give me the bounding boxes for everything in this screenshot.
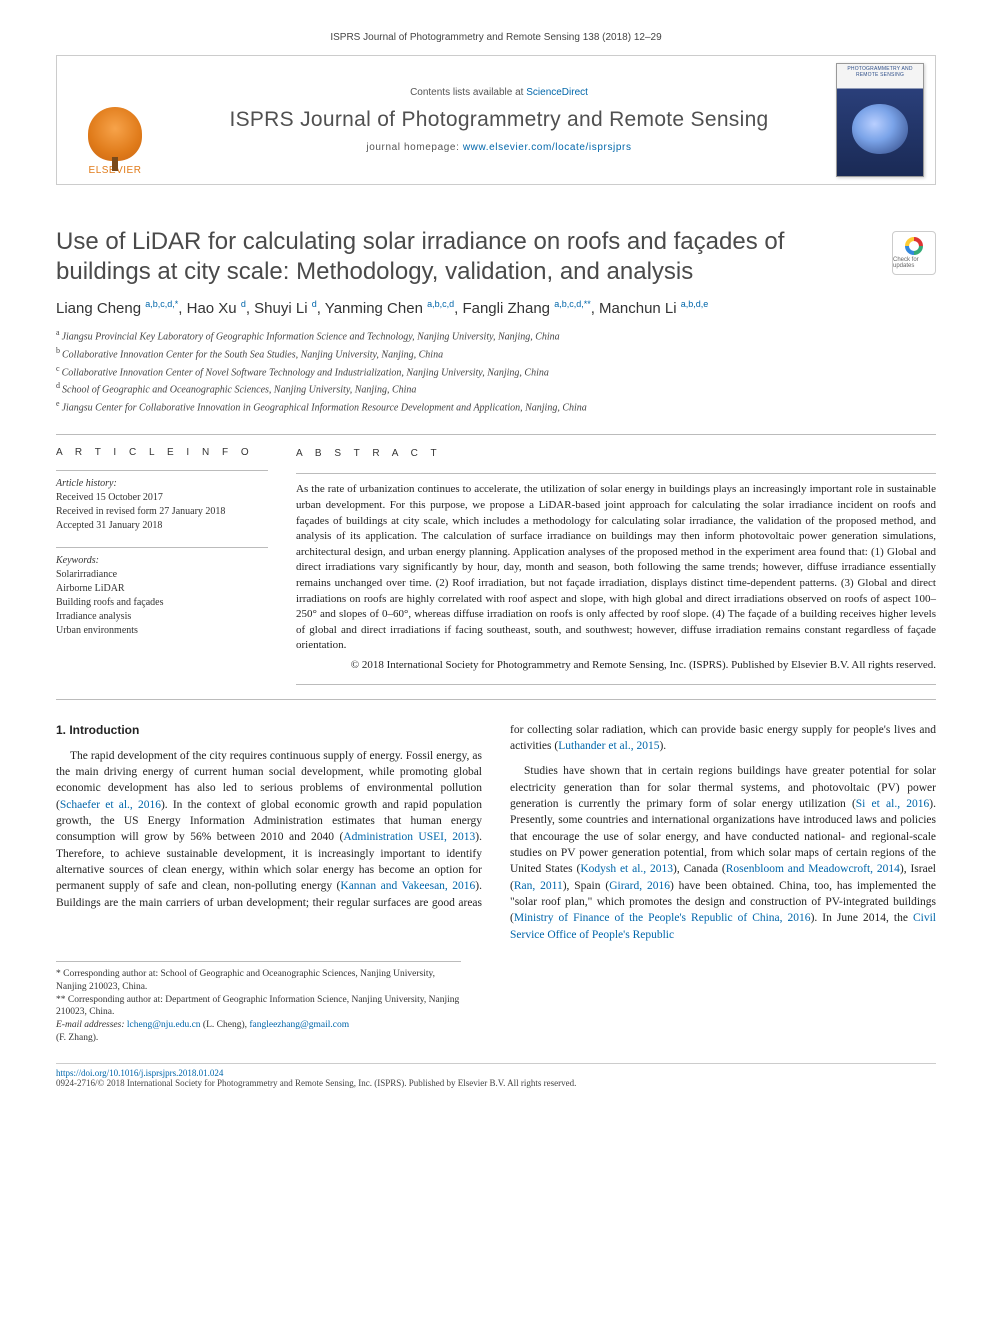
journal-name: ISPRS Journal of Photogrammetry and Remo…: [229, 108, 768, 132]
cover-thumbnail-icon: [836, 63, 924, 177]
history-revised: Received in revised form 27 January 2018: [56, 505, 268, 519]
keyword: Airborne LiDAR: [56, 582, 268, 596]
keyword: Urban environments: [56, 624, 268, 638]
contents-available: Contents lists available at ScienceDirec…: [410, 87, 588, 98]
section-heading: 1. Introduction: [56, 722, 482, 739]
journal-banner: ELSEVIER Contents lists available at Sci…: [56, 55, 936, 185]
keyword: Irradiance analysis: [56, 610, 268, 624]
check-badge-label: Check for updates: [893, 257, 935, 269]
homepage-link[interactable]: www.elsevier.com/locate/isprsjprs: [463, 142, 632, 153]
affiliation: dSchool of Geographic and Oceanographic …: [56, 380, 936, 398]
para: Studies have shown that in certain regio…: [510, 763, 936, 943]
citation-link[interactable]: Schaefer et al., 2016: [60, 799, 161, 811]
keyword: Building roofs and façades: [56, 596, 268, 610]
doi-link[interactable]: https://doi.org/10.1016/j.isprsjprs.2018…: [56, 1068, 223, 1078]
citation-link[interactable]: Kannan and Vakeesan, 2016: [340, 880, 475, 892]
history-received: Received 15 October 2017: [56, 491, 268, 505]
affiliation: bCollaborative Innovation Center for the…: [56, 345, 936, 363]
citation-link[interactable]: Kodysh et al., 2013: [580, 863, 673, 875]
history-accepted: Accepted 31 January 2018: [56, 519, 268, 533]
article-info-heading: A R T I C L E I N F O: [56, 447, 268, 458]
abstract-heading: A B S T R A C T: [296, 447, 936, 461]
abstract-column: A B S T R A C T As the rate of urbanizat…: [296, 447, 936, 685]
citation-link[interactable]: Si et al., 2016: [856, 798, 929, 810]
affiliation: eJiangsu Center for Collaborative Innova…: [56, 398, 936, 416]
citation-link[interactable]: Girard, 2016: [609, 880, 670, 892]
abstract-copyright: © 2018 International Society for Photogr…: [296, 658, 936, 674]
email-attribution: (L. Cheng),: [201, 1020, 250, 1030]
history-label: Article history:: [56, 477, 268, 491]
crossmark-icon: [905, 237, 923, 255]
citation-link[interactable]: Luthander et al., 2015: [558, 740, 659, 752]
correspondence-footnotes: * Corresponding author at: School of Geo…: [56, 961, 461, 1045]
article-info-column: A R T I C L E I N F O Article history: R…: [56, 447, 268, 685]
citation-link[interactable]: Ran, 2011: [514, 880, 563, 892]
citation-link[interactable]: Rosenbloom and Meadowcroft, 2014: [726, 863, 900, 875]
affiliation: aJiangsu Provincial Key Laboratory of Ge…: [56, 327, 936, 345]
keywords-label: Keywords:: [56, 554, 268, 568]
email-link[interactable]: lcheng@nju.edu.cn: [127, 1020, 201, 1030]
corr-author-2: ** Corresponding author at: Department o…: [56, 994, 461, 1020]
citation-link[interactable]: Ministry of Finance of the People's Repu…: [514, 912, 811, 924]
body-columns: 1. Introduction The rapid development of…: [56, 722, 936, 943]
paper-title: Use of LiDAR for calculating solar irrad…: [56, 227, 880, 287]
affiliations: aJiangsu Provincial Key Laboratory of Ge…: [56, 327, 936, 416]
author-list: Liang Cheng a,b,c,d,*, Hao Xu d, Shuyi L…: [56, 299, 936, 317]
abstract-text: As the rate of urbanization continues to…: [296, 482, 936, 654]
corr-author-1: * Corresponding author at: School of Geo…: [56, 968, 461, 994]
journal-cover: [825, 56, 935, 184]
email-label: E-mail addresses:: [56, 1020, 125, 1030]
elsevier-tree-icon: [88, 107, 142, 161]
page-footer: https://doi.org/10.1016/j.isprsjprs.2018…: [56, 1063, 936, 1088]
affiliation: cCollaborative Innovation Center of Nove…: [56, 363, 936, 381]
journal-homepage: journal homepage: www.elsevier.com/locat…: [366, 142, 631, 153]
divider: [56, 699, 936, 700]
publisher-logo: ELSEVIER: [57, 56, 173, 184]
keyword: Solarirradiance: [56, 568, 268, 582]
running-head: ISPRS Journal of Photogrammetry and Remo…: [56, 32, 936, 43]
email-link[interactable]: fangleezhang@gmail.com: [249, 1020, 349, 1030]
citation-link[interactable]: Administration USEI, 2013: [343, 831, 475, 843]
check-for-updates-badge[interactable]: Check for updates: [892, 231, 936, 275]
email-attribution: (F. Zhang).: [56, 1032, 461, 1045]
footer-copyright: 0924-2716/© 2018 International Society f…: [56, 1078, 936, 1088]
sciencedirect-link[interactable]: ScienceDirect: [526, 87, 588, 98]
